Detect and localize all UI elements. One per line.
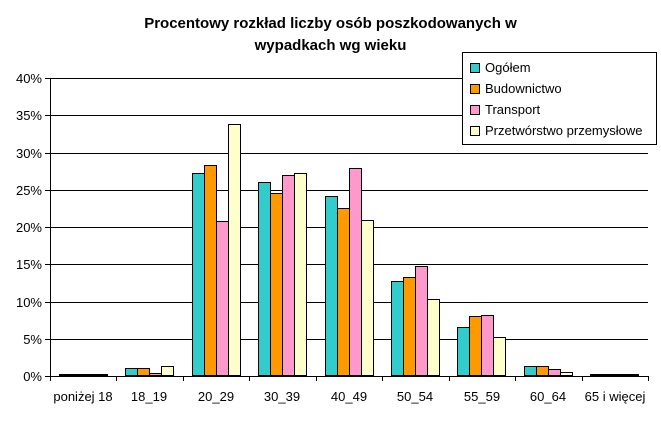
y-axis-label: 0% bbox=[23, 369, 42, 384]
bar-4-65 i więcej bbox=[626, 374, 639, 376]
bar-4-40_49 bbox=[361, 219, 374, 376]
y-axis-label: 35% bbox=[15, 108, 42, 123]
bar-4-20_29 bbox=[228, 124, 241, 376]
y-axis-tick bbox=[45, 302, 50, 303]
x-axis-tick bbox=[382, 376, 383, 381]
bar-4-60_64 bbox=[560, 371, 573, 376]
y-axis-label: 40% bbox=[15, 71, 42, 86]
y-axis-label: 30% bbox=[15, 146, 42, 161]
y-axis-tick bbox=[45, 78, 50, 79]
legend: Ogółem Budownictwo Transport Przetwórstw… bbox=[462, 52, 657, 145]
bar-4-poniżej 18 bbox=[95, 374, 108, 376]
bar-4-18_19 bbox=[161, 366, 174, 376]
y-axis-tick bbox=[45, 115, 50, 116]
x-axis-tick bbox=[582, 376, 583, 381]
x-axis-label: 20_29 bbox=[197, 389, 235, 404]
x-axis-label: 65 i więcej bbox=[584, 389, 646, 404]
x-axis-label: 30_39 bbox=[263, 389, 301, 404]
y-axis-label: 25% bbox=[15, 183, 42, 198]
y-axis-tick bbox=[45, 190, 50, 191]
bar-4-55_59 bbox=[493, 337, 506, 376]
x-axis-label: 55_59 bbox=[463, 389, 501, 404]
legend-swatch-budownictwo bbox=[470, 83, 480, 94]
gridline bbox=[50, 115, 648, 116]
y-axis-line bbox=[50, 78, 51, 376]
y-axis-label: 10% bbox=[15, 295, 42, 310]
x-axis-label: 40_49 bbox=[330, 389, 368, 404]
y-axis-tick bbox=[45, 153, 50, 154]
legend-label-transport: Transport bbox=[485, 102, 541, 117]
x-axis-label: 50_54 bbox=[396, 389, 434, 404]
x-axis-line bbox=[50, 376, 648, 377]
y-axis-tick bbox=[45, 376, 50, 377]
x-axis-tick bbox=[183, 376, 184, 381]
y-axis-label: 5% bbox=[23, 332, 42, 347]
y-axis-tick bbox=[45, 339, 50, 340]
gridline bbox=[50, 153, 648, 154]
legend-item-przetworstwo: Przetwórstwo przemysłowe bbox=[470, 121, 652, 140]
legend-label-ogolem: Ogółem bbox=[485, 60, 531, 75]
legend-swatch-transport bbox=[470, 104, 480, 115]
legend-item-transport: Transport bbox=[470, 100, 652, 119]
x-axis-label: 60_64 bbox=[529, 389, 567, 404]
x-axis-tick bbox=[515, 376, 516, 381]
x-axis-tick bbox=[249, 376, 250, 381]
legend-label-budownictwo: Budownictwo bbox=[485, 81, 562, 96]
chart-title: Procentowy rozkład liczby osób poszkodow… bbox=[144, 15, 517, 54]
x-axis-tick bbox=[316, 376, 317, 381]
y-axis-tick bbox=[45, 227, 50, 228]
x-axis-label: 18_19 bbox=[130, 389, 168, 404]
bar-4-30_39 bbox=[294, 172, 307, 376]
x-axis-tick bbox=[116, 376, 117, 381]
gridline bbox=[50, 78, 648, 79]
x-axis-tick bbox=[648, 376, 649, 381]
bar-2-18_19 bbox=[137, 367, 150, 376]
y-axis-label: 15% bbox=[15, 257, 42, 272]
legend-item-ogolem: Ogółem bbox=[470, 58, 652, 77]
legend-label-przetworstwo: Przetwórstwo przemysłowe bbox=[485, 123, 643, 138]
bar-4-50_54 bbox=[427, 299, 440, 376]
y-axis-tick bbox=[45, 264, 50, 265]
x-axis-tick bbox=[449, 376, 450, 381]
legend-swatch-przetworstwo bbox=[470, 125, 480, 136]
x-axis-tick bbox=[50, 376, 51, 381]
x-axis-label: poniżej 18 bbox=[53, 389, 113, 404]
legend-item-budownictwo: Budownictwo bbox=[470, 79, 652, 98]
legend-swatch-ogolem bbox=[470, 62, 480, 73]
y-axis-label: 20% bbox=[15, 220, 42, 235]
